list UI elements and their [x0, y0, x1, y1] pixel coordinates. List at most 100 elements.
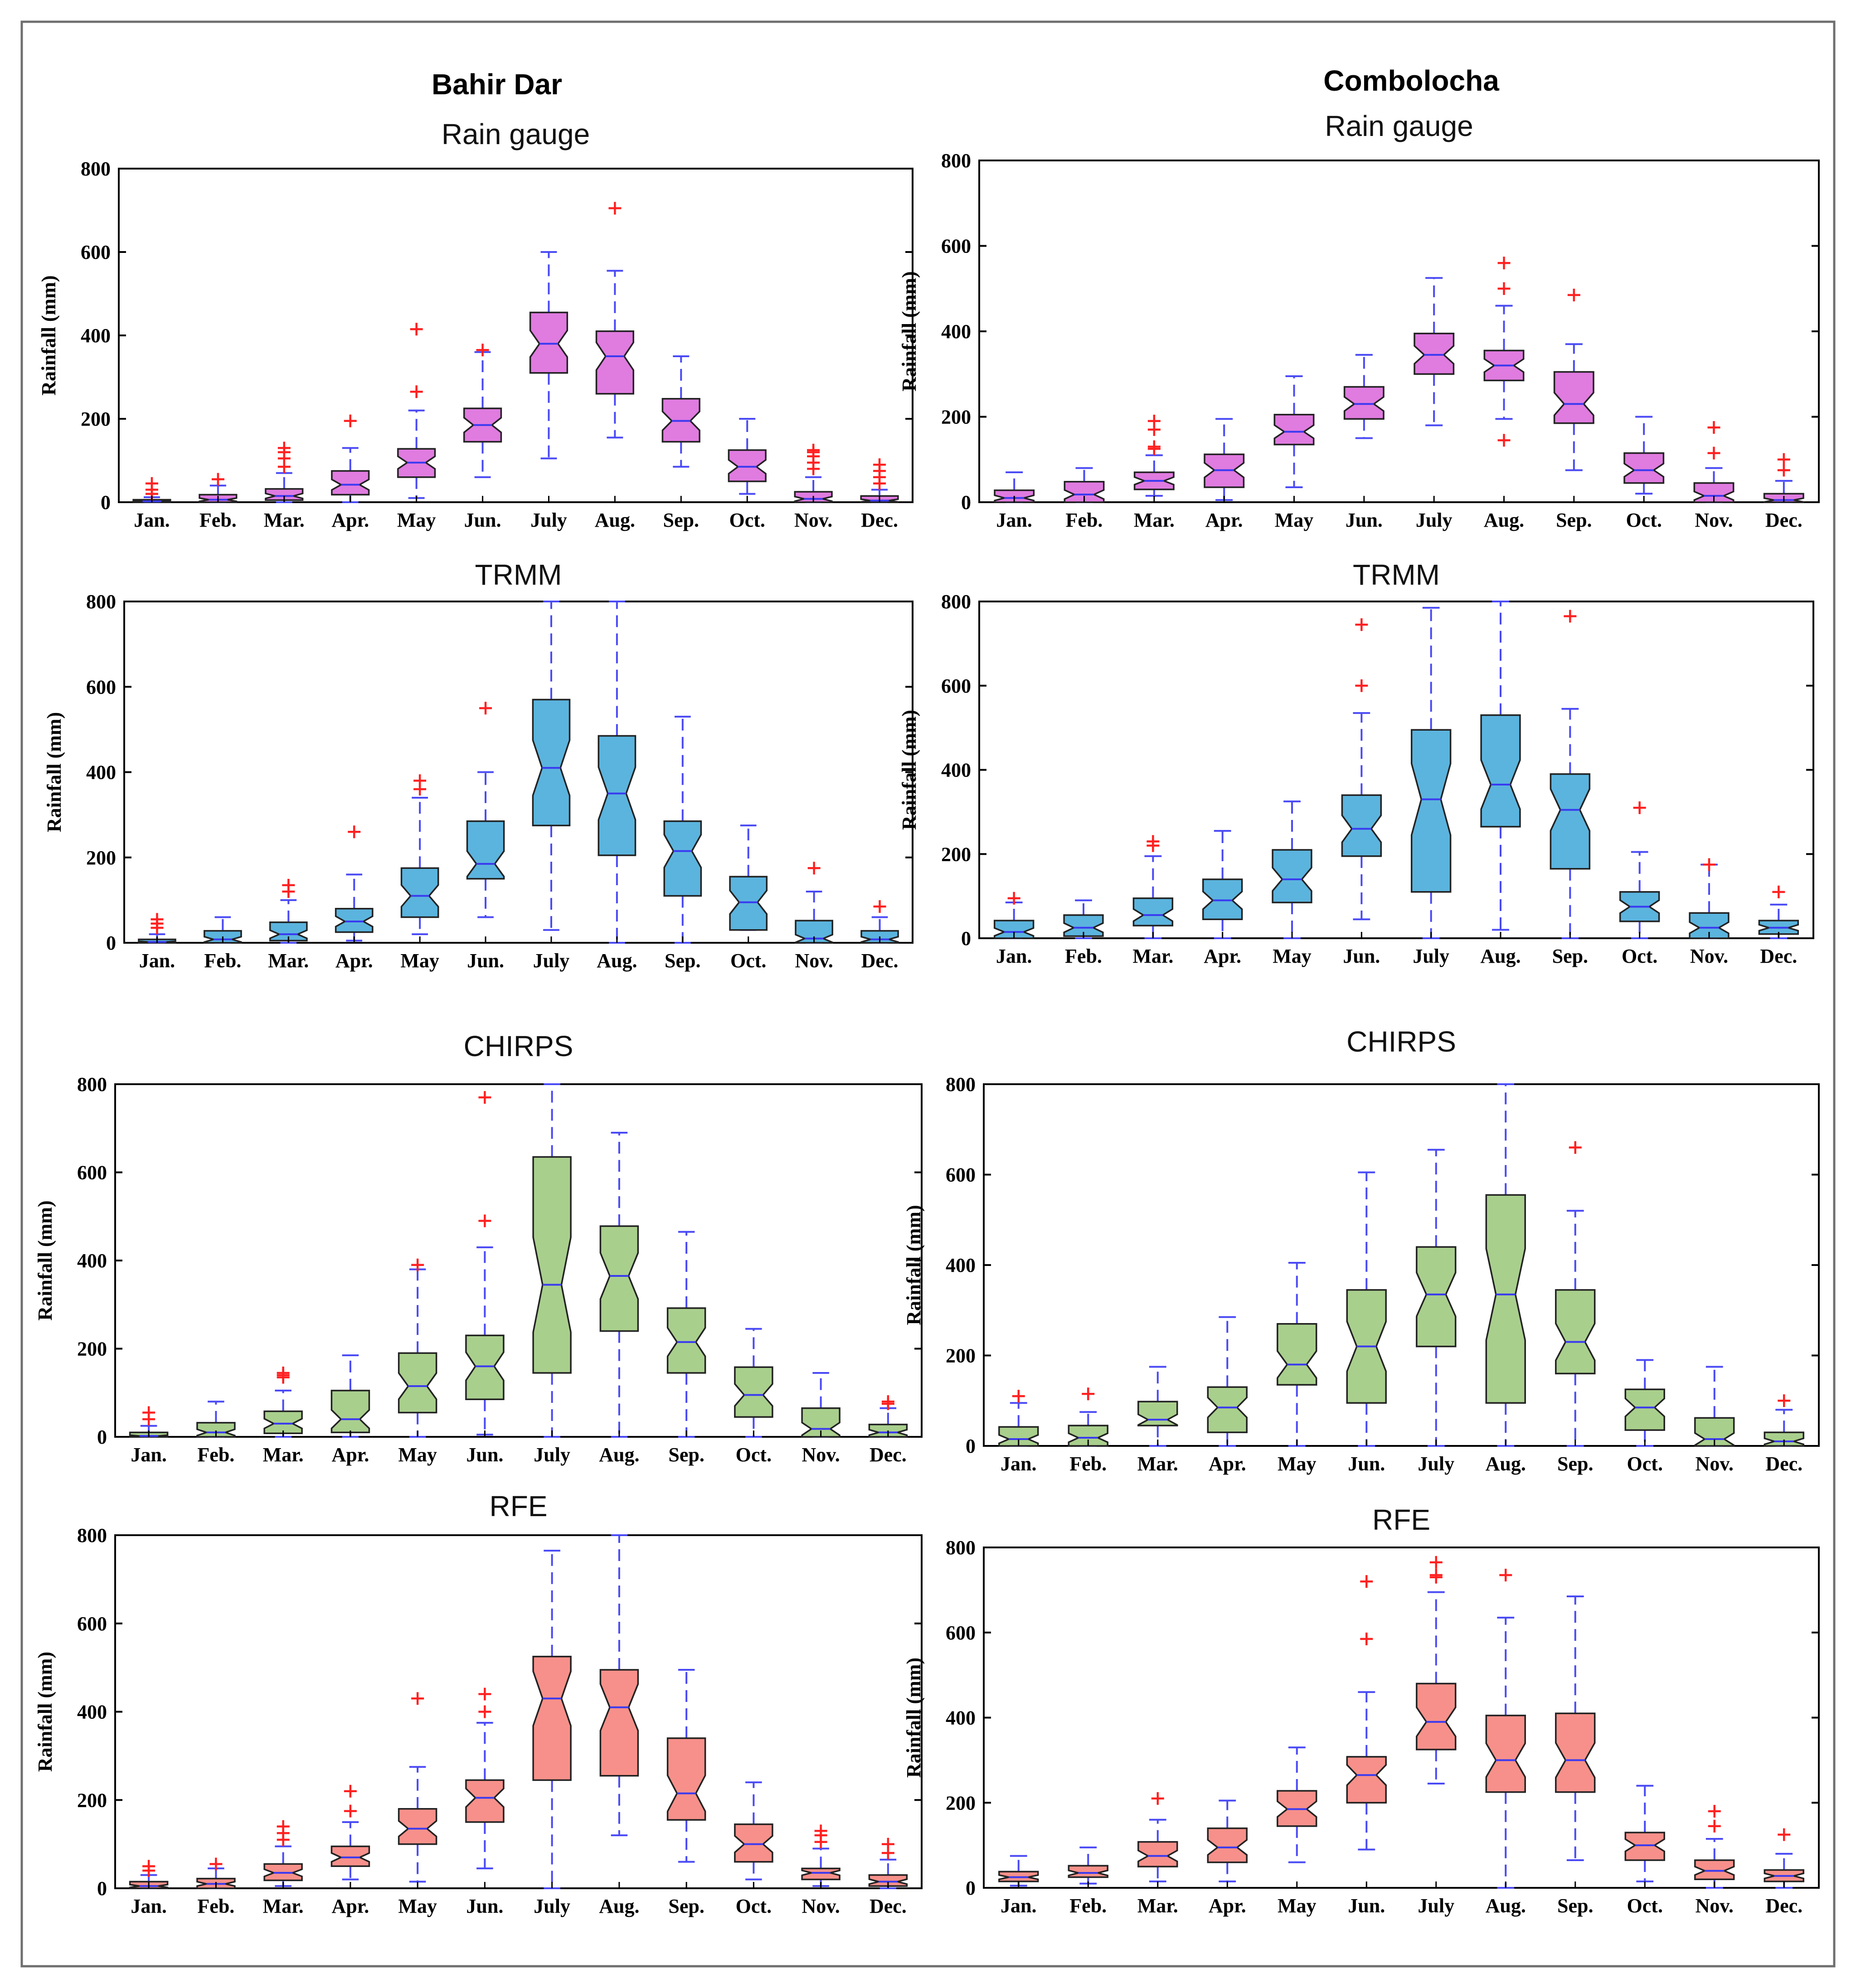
y-tick-label: 800 [86, 591, 116, 613]
box-oct [734, 1781, 773, 1881]
x-tick-label: Oct. [736, 1444, 772, 1466]
x-tick-label: Mar. [264, 509, 305, 531]
box-body [398, 1808, 437, 1845]
box-nov [1689, 858, 1730, 939]
y-tick-label: 400 [86, 761, 116, 784]
x-tick-label: Jan. [996, 509, 1032, 531]
box-body [1277, 1323, 1317, 1386]
outlier-marker [1778, 1394, 1791, 1407]
box-aug [599, 1534, 639, 1837]
outlier-marker [151, 913, 164, 926]
y-tick-label: 200 [946, 1792, 976, 1814]
box-aug [1483, 257, 1525, 447]
x-tick-label: July [1418, 1453, 1454, 1475]
box-sep [661, 355, 700, 468]
box-body [1132, 897, 1174, 926]
y-tick-label: 400 [946, 1707, 976, 1729]
outlier-marker [344, 414, 357, 427]
station-title-bahir-dar: Bahir Dar [432, 68, 562, 101]
outlier-marker [145, 477, 158, 490]
outlier-marker [1360, 1575, 1373, 1588]
x-tick-label: Dec. [1760, 945, 1797, 967]
outlier-marker [1151, 1792, 1164, 1805]
x-tick-label: Apr. [1209, 1895, 1246, 1917]
box-body [1416, 1246, 1457, 1348]
box-jun [465, 1687, 505, 1870]
box-body [465, 1334, 505, 1401]
box-sep [1555, 1595, 1596, 1861]
x-tick-label: Sep. [1557, 1895, 1593, 1917]
box-sep [1555, 1141, 1596, 1447]
y-tick-label: 800 [946, 1073, 976, 1096]
box-apr [330, 1354, 370, 1438]
outlier-marker [1497, 434, 1511, 447]
outlier-marker [1497, 257, 1511, 270]
outlier-marker [608, 202, 622, 215]
x-tick-label: Nov. [795, 950, 833, 972]
outlier-marker [1360, 1632, 1373, 1645]
panel-bahir-dar-trmm: TRMM 0 200 400 600 800 Rainfall (mm) Jan. Feb. Ma… [43, 558, 913, 972]
y-tick-label: 600 [941, 235, 971, 257]
x-tick-label: Aug. [597, 950, 637, 972]
y-axis-label: Rainfall (mm) [898, 271, 920, 391]
outlier-marker [1429, 1556, 1443, 1569]
box-body [734, 1366, 773, 1418]
y-axis-label: Rainfall (mm) [38, 275, 60, 395]
box-body [263, 1410, 303, 1434]
box-body [1207, 1827, 1248, 1863]
outlier-marker [1772, 885, 1785, 898]
box-body [1624, 1388, 1665, 1431]
box-body [1550, 773, 1591, 870]
box-body [1693, 482, 1735, 503]
outlier-marker [881, 1838, 894, 1851]
x-tick-label: Sep. [663, 509, 699, 531]
x-tick-label: May [1278, 1895, 1317, 1917]
box-may [398, 1692, 437, 1883]
box-jan [998, 1855, 1039, 1887]
outlier-marker [282, 878, 295, 892]
box-body [400, 867, 439, 918]
x-tick-label: Jan. [1001, 1453, 1036, 1475]
y-tick-label: 0 [966, 1877, 976, 1899]
x-tick-label: July [530, 509, 567, 531]
box-body [993, 920, 1035, 939]
x-tick-label: Dec. [1765, 1453, 1803, 1475]
y-tick-label: 200 [77, 1789, 107, 1811]
x-tick-label: Mar. [263, 1895, 304, 1917]
box-body [331, 470, 370, 496]
x-tick-label: Mar. [263, 1444, 304, 1466]
box-oct [1623, 416, 1665, 495]
x-tick-label: Sep. [668, 1895, 704, 1917]
y-tick-label: 600 [81, 241, 111, 263]
box-body [1480, 714, 1521, 828]
x-tick-label: Dec. [870, 1895, 907, 1917]
box-body [465, 1779, 505, 1823]
panel-title: CHIRPS [1346, 1025, 1456, 1058]
x-tick-label: Jun. [467, 950, 504, 972]
y-tick-label: 600 [941, 675, 971, 697]
box-body [1485, 1715, 1526, 1793]
outlier-marker [277, 1820, 290, 1833]
box-body [1416, 1683, 1457, 1750]
outlier-marker [1499, 1569, 1512, 1582]
box-body [728, 449, 767, 482]
outlier-marker [1708, 1805, 1721, 1818]
box-body [1137, 1841, 1178, 1867]
x-tick-label: Sep. [1557, 1453, 1593, 1475]
outlier-marker [411, 1692, 424, 1705]
y-tick-label: 200 [941, 843, 971, 865]
x-tick-label: Feb. [1065, 945, 1102, 967]
outlier-marker [1564, 610, 1577, 623]
box-body [265, 488, 304, 501]
box-body [598, 735, 636, 856]
box-dec [1764, 1828, 1804, 1889]
x-tick-label: Aug. [599, 1895, 639, 1917]
x-tick-label: Feb. [197, 1895, 234, 1917]
box-body [1624, 1832, 1665, 1861]
station-title-combolocha: Combolocha [1323, 64, 1499, 97]
x-tick-label: Feb. [1066, 509, 1103, 531]
x-tick-label: Feb. [1069, 1895, 1107, 1917]
outlier-marker [478, 1705, 491, 1718]
box-body [1341, 794, 1382, 857]
x-tick-label: Jun. [466, 1444, 503, 1466]
